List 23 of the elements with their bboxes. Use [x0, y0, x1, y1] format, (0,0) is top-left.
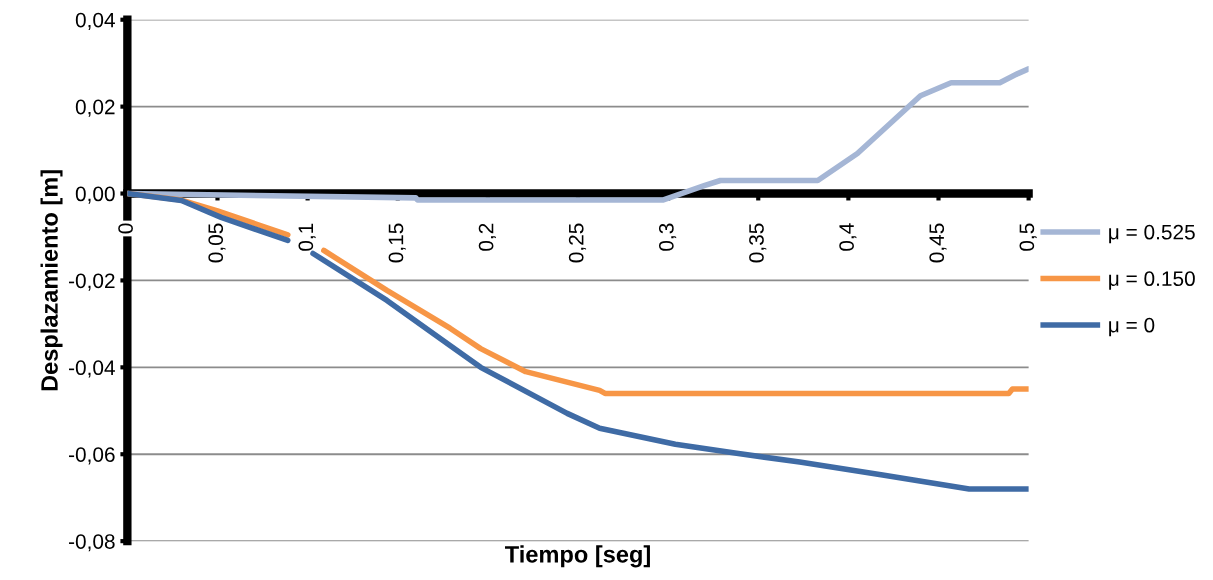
legend-label: μ = 0.525 — [1109, 224, 1195, 244]
y-tick-label: -0,08 — [69, 534, 115, 552]
y-tick-label: 0,00 — [75, 186, 115, 204]
x-tick-label: 0,2 — [478, 223, 496, 251]
legend-label: μ = 0.150 — [1109, 271, 1195, 290]
x-tick-label: 0,45 — [929, 223, 947, 263]
y-tick-label: 0,02 — [75, 99, 115, 117]
y-tick-label: -0,02 — [69, 273, 115, 291]
x-axis-title: Tiempo [seg] — [505, 545, 650, 568]
y-tick-label: -0,06 — [69, 447, 115, 465]
x-tick-label: 0,05 — [208, 223, 226, 263]
x-tick-label: 0,25 — [568, 223, 587, 263]
legend-label: μ = 0 — [1109, 317, 1155, 337]
x-tick-label: 0,1 — [298, 223, 316, 251]
x-tick-label: 0,3 — [658, 223, 677, 251]
y-tick-label: -0,04 — [69, 360, 115, 378]
y-axis-title: Desplazamiento [m] — [40, 170, 63, 391]
x-tick-label: 0,35 — [749, 223, 767, 263]
y-tick-label: 0,04 — [75, 12, 115, 30]
x-tick-label: 0,5 — [1019, 223, 1037, 251]
x-tick-label: 0,15 — [388, 223, 406, 263]
x-tick-label: 0,4 — [839, 223, 857, 251]
x-tick-label: 0 — [118, 223, 133, 234]
